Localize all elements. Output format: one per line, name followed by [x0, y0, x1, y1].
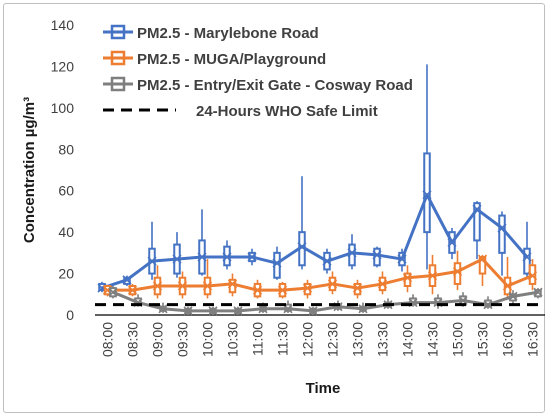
box — [473, 202, 481, 242]
mean-line — [101, 193, 529, 290]
mean-marker — [208, 306, 218, 316]
y-axis-title: Concentration µg/m³ — [21, 97, 38, 243]
series-3 — [108, 286, 543, 316]
chart-frame — [3, 3, 545, 413]
y-tick-label: 80 — [58, 141, 74, 157]
mean-marker — [497, 223, 507, 233]
mean-marker — [452, 266, 463, 277]
x-tick-label: 11:30 — [275, 322, 291, 356]
series-2 — [102, 250, 538, 299]
mean-marker — [222, 252, 232, 262]
box — [478, 256, 487, 275]
mean-marker — [177, 281, 188, 291]
series-1 — [97, 64, 532, 293]
mean-marker — [127, 285, 138, 295]
mean-marker — [522, 252, 532, 262]
x-tick-label: 11:00 — [250, 322, 266, 356]
x-tick-label: 13:30 — [375, 322, 391, 357]
mean-marker — [352, 283, 363, 293]
mean-marker — [202, 281, 213, 291]
x-tick-label: 16:30 — [525, 322, 541, 357]
y-tick-label: 40 — [58, 224, 74, 240]
mean-marker — [447, 237, 457, 248]
mean-marker — [402, 273, 413, 283]
x-tick-labels: 08:00 08:30 09:00 09:30 10:00 10:30 11:00 11:30… — [100, 322, 541, 357]
mean-marker — [327, 279, 338, 289]
mean-marker — [252, 285, 263, 295]
x-tick-label: 14:30 — [425, 322, 441, 357]
y-tick-label: 60 — [58, 183, 74, 199]
y-tick-labels: 0 20 40 60 80 100 120 140 — [51, 17, 75, 323]
mean-marker — [472, 204, 482, 214]
x-tick-label: 12:00 — [300, 322, 316, 357]
x-tick-label: 14:00 — [400, 322, 416, 357]
mean-marker — [183, 306, 193, 316]
x-axis-title: Time — [306, 380, 341, 397]
x-tick-label: 10:00 — [200, 322, 216, 357]
mean-line — [107, 257, 534, 292]
mean-marker — [227, 279, 238, 289]
mean-marker — [277, 285, 288, 295]
legend-label: PM2.5 - Marylebone Road — [137, 25, 319, 42]
mean-marker — [247, 252, 257, 262]
x-tick-label: 12:30 — [325, 322, 341, 357]
mean-marker — [172, 254, 182, 264]
y-tick-label: 20 — [58, 266, 74, 282]
legend-label: 24-Hours WHO Safe Limit — [196, 103, 378, 120]
legend-label: PM2.5 - MUGA/Playground — [137, 51, 326, 68]
mean-marker — [427, 271, 438, 281]
mean-marker — [158, 304, 168, 314]
mean-marker — [502, 281, 513, 291]
mean-marker — [147, 256, 157, 266]
mean-marker — [322, 256, 332, 266]
mean-marker — [122, 275, 132, 285]
x-tick-label: 09:30 — [175, 322, 191, 357]
mean-marker — [272, 258, 282, 268]
y-tick-label: 120 — [51, 58, 75, 74]
x-tick-label: 15:30 — [475, 322, 491, 357]
mean-marker — [483, 300, 493, 310]
mean-marker — [347, 248, 357, 258]
mean-marker — [527, 271, 538, 281]
box — [498, 214, 506, 254]
mean-marker — [302, 283, 313, 293]
mean-marker — [508, 291, 518, 301]
x-tick-label: 13:00 — [350, 322, 366, 357]
mean-marker — [422, 190, 432, 200]
mean-marker — [477, 254, 488, 264]
x-tick-label: 08:30 — [125, 322, 141, 357]
y-tick-label: 140 — [51, 17, 75, 33]
mean-marker — [397, 254, 407, 264]
x-tick-label: 08:00 — [100, 322, 116, 357]
y-tick-label: 100 — [51, 100, 75, 116]
mean-marker — [233, 306, 243, 316]
x-tick-label: 10:30 — [225, 322, 241, 357]
mean-marker — [308, 306, 318, 316]
legend-label: PM2.5 - Entry/Exit Gate - Cosway Road — [137, 77, 413, 94]
y-tick-label: 0 — [66, 307, 74, 323]
mean-marker — [533, 287, 543, 297]
x-tick-label: 16:00 — [500, 322, 516, 357]
x-tick-label: 09:00 — [150, 322, 166, 357]
mean-line — [112, 290, 539, 313]
x-tick-label: 15:00 — [450, 322, 466, 357]
box — [523, 247, 531, 275]
mean-marker — [297, 242, 307, 252]
mean-marker — [372, 250, 382, 260]
mean-marker — [152, 281, 163, 291]
legend: PM2.5 - Marylebone Road PM2.5 - MUGA/Play… — [103, 24, 413, 120]
plot-area — [95, 64, 545, 316]
mean-marker — [108, 287, 118, 297]
mean-marker — [377, 279, 388, 289]
mean-marker — [197, 252, 207, 262]
